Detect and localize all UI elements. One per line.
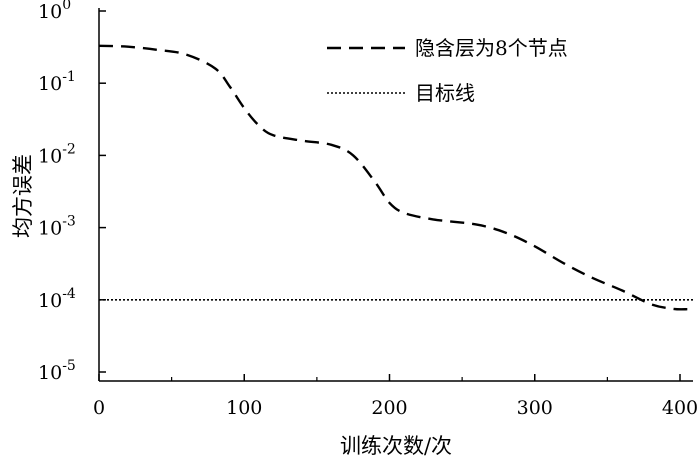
legend-label-hidden-layer: 隐含层为8个节点 [415, 36, 568, 60]
y-tick-label: 10-1 [38, 69, 76, 95]
x-tick-label: 200 [371, 397, 407, 419]
legend: 隐含层为8个节点 目标线 [327, 36, 568, 105]
legend-label-target-line: 目标线 [415, 81, 475, 105]
x-tick-label: 400 [662, 397, 698, 419]
y-ticks: 100 10-1 10-2 10-3 10-4 10-5 [38, 0, 106, 384]
x-tick-label: 300 [517, 397, 553, 419]
x-ticks: 0 100 200 300 400 [93, 374, 698, 419]
x-tick-label: 100 [226, 397, 262, 419]
y-tick-label: 10-3 [38, 214, 76, 240]
y-axis-title: 均方误差 [11, 154, 35, 238]
y-tick-label: 10-4 [38, 286, 76, 312]
y-tick-label: 10-2 [38, 141, 76, 167]
series-line-hidden-layer [98, 44, 688, 311]
series-layer [98, 44, 695, 311]
x-axis-title: 训练次数/次 [340, 434, 452, 458]
plot-area: 0 100 200 300 400 100 10-1 10-2 10-3 10-4 10-5 [38, 0, 698, 419]
y-tick-label: 100 [38, 0, 71, 23]
x-tick-label: 0 [93, 397, 105, 419]
y-tick-label: 10-5 [38, 358, 76, 384]
